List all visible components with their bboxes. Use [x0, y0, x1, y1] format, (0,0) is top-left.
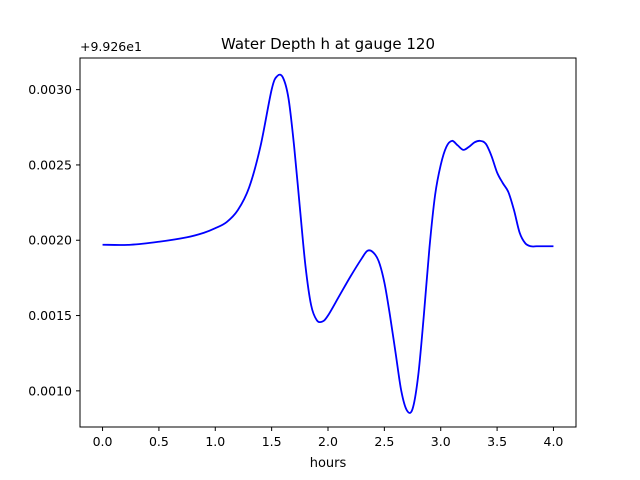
y-tick-label: 0.0015: [28, 308, 72, 323]
series-line-1: [102, 73, 554, 414]
x-tick-label: 0.5: [149, 434, 169, 449]
y-tick-label: 0.0025: [28, 157, 72, 172]
x-tick-label: 2.5: [374, 434, 394, 449]
y-tick-label: 0.0020: [28, 233, 72, 248]
x-tick-label: 1.5: [262, 434, 282, 449]
x-tick-label: 4.0: [544, 434, 564, 449]
x-tick-label: 1.0: [205, 434, 225, 449]
y-axis: 0.0010 0.0015 0.0020 0.0025 0.0030: [28, 82, 80, 398]
x-tick-label: 0.0: [93, 434, 113, 449]
y-tick-label: 0.0010: [28, 383, 72, 398]
x-tick-label: 3.5: [487, 434, 507, 449]
y-tick-label: 0.0030: [28, 82, 72, 97]
chart-title: Water Depth h at gauge 120: [221, 35, 435, 53]
x-tick-label: 2.0: [318, 434, 338, 449]
x-axis: 0.0 0.5 1.0 1.5 2.0 2.5 3.0 3.5 4.0: [93, 427, 564, 449]
plot-area: [102, 73, 554, 414]
x-tick-label: 3.0: [431, 434, 451, 449]
x-axis-label: hours: [310, 456, 347, 471]
y-axis-offset-label: +9.926e1: [80, 39, 142, 54]
